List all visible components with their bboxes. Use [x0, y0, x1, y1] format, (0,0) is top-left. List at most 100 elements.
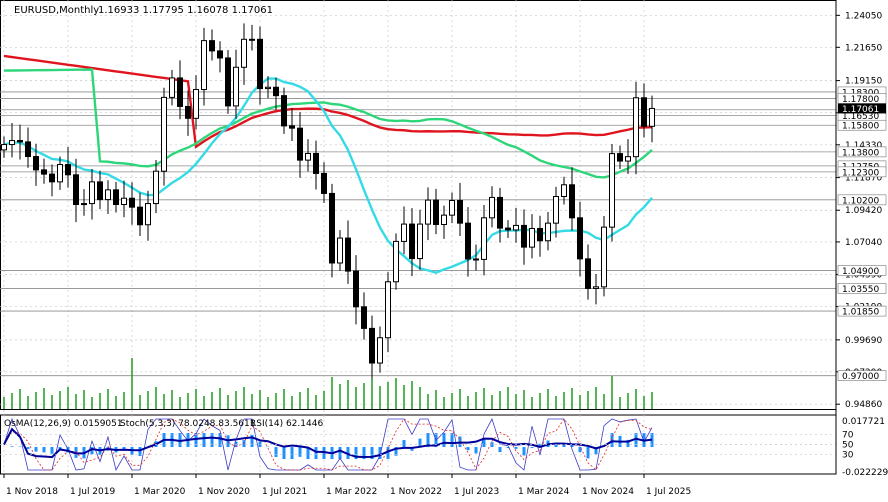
- candle-bear: [257, 38, 263, 90]
- time-axis-label: 1 Nov 2020: [198, 487, 250, 497]
- candle-bull: [121, 197, 127, 205]
- level-price-box: [837, 119, 887, 131]
- candle-bull: [1, 144, 7, 151]
- level-price-label: 1.15800: [842, 122, 879, 132]
- candle-bear: [25, 141, 31, 158]
- candle-bear: [225, 57, 231, 107]
- candle-bear: [113, 189, 119, 205]
- level-price-box: [837, 370, 887, 381]
- ma-cyan-line: [3, 77, 653, 274]
- price-axis-label: 0.99690: [845, 336, 882, 346]
- candle-bear: [353, 270, 359, 308]
- level-price-label: 1.04900: [842, 267, 879, 277]
- ohlc-label: 1.16933 1.17795 1.16078 1.17061: [98, 5, 273, 16]
- price-axis-label: 1.14330: [845, 141, 882, 151]
- candle-bear: [281, 95, 287, 127]
- level-price-box: [837, 166, 887, 178]
- candle-bull: [305, 152, 311, 161]
- candle-bear: [617, 153, 623, 162]
- candle-bull: [609, 153, 615, 228]
- candle-bear: [321, 172, 327, 194]
- candle-bear: [41, 169, 47, 175]
- level-price-box: [837, 265, 887, 276]
- candle-bull: [169, 77, 175, 98]
- ma-red-line: [3, 54, 653, 149]
- candle-bull: [105, 189, 111, 201]
- time-axis-label: 1 Jul 2021: [262, 487, 307, 497]
- current-price-box: [838, 103, 886, 114]
- candle-bull: [529, 227, 535, 248]
- candle-bear: [537, 227, 543, 242]
- candle-bear: [73, 174, 79, 205]
- candle-bear: [313, 152, 319, 174]
- candle-bull: [449, 200, 455, 216]
- current-price-label: 1.17061: [842, 105, 879, 115]
- time-axis-label: 1 Nov 2024: [582, 487, 634, 497]
- price-axis-label: 1.07040: [845, 238, 882, 248]
- time-axis-label: 1 Jul 2019: [70, 487, 115, 497]
- candle-bear: [345, 237, 351, 272]
- time-axis-label: 1 Mar 2024: [518, 487, 570, 497]
- level-price-box: [837, 194, 887, 206]
- level-price-label: 1.16530: [842, 112, 879, 122]
- candle-bear: [497, 196, 503, 229]
- candle-bear: [33, 156, 39, 171]
- candle-bear: [185, 105, 191, 119]
- candle-bull: [249, 38, 255, 41]
- candle-bull: [161, 96, 167, 172]
- sub-axis-label: -0.022229: [842, 468, 888, 478]
- level-price-box: [837, 283, 887, 294]
- candle-bear: [409, 223, 415, 260]
- candle-bear: [137, 206, 143, 226]
- candle-bear: [641, 97, 647, 127]
- candle-bear: [273, 86, 279, 97]
- sub-axis-label: 50: [842, 441, 854, 451]
- level-price-label: 0.97000: [842, 372, 879, 382]
- rsi-line: [3, 427, 653, 459]
- candle-bear: [49, 173, 55, 183]
- candle-bear: [473, 258, 479, 261]
- level-price-label: 1.10200: [842, 196, 879, 206]
- candle-bull: [633, 97, 639, 158]
- time-axis-label: 1 Nov 2018: [6, 487, 58, 497]
- candle-bear: [329, 192, 335, 264]
- candle-bull: [153, 170, 159, 205]
- candle-bull: [625, 156, 631, 162]
- candle-bull: [425, 199, 431, 225]
- candle-bear: [585, 258, 591, 289]
- candle-bull: [513, 224, 519, 231]
- price-axis-label: 1.24050: [845, 11, 882, 21]
- time-axis-label: 1 Mar 2020: [134, 487, 186, 497]
- candle-bear: [433, 199, 439, 225]
- stoch-signal-line: [3, 418, 653, 471]
- price-axis-label: 1.21650: [845, 43, 882, 53]
- candle-bull: [385, 281, 391, 339]
- candle-bull: [481, 217, 487, 260]
- price-axis-label: 1.19150: [845, 77, 882, 87]
- candle-bull: [241, 38, 247, 68]
- level-price-label: 1.01850: [842, 308, 879, 318]
- time-axis-label: 1 Mar 2022: [326, 487, 377, 497]
- osma-label: OsMA(12,26,9) 0.0159051: [4, 419, 123, 429]
- candle-bull: [89, 181, 95, 205]
- rsi-label: RSI(14) 62.1446: [250, 419, 323, 429]
- level-price-label: 1.03550: [842, 285, 879, 295]
- candle-bull: [145, 203, 151, 226]
- candle-bear: [577, 217, 583, 260]
- candle-bull: [441, 214, 447, 225]
- ma-green-line: [3, 68, 653, 179]
- candle-bear: [129, 197, 135, 208]
- candle-bull: [9, 140, 15, 146]
- candle-bear: [465, 222, 471, 260]
- candle-bull: [193, 89, 199, 119]
- candle-bull: [233, 66, 239, 107]
- candle-bear: [97, 181, 103, 201]
- candle-bull: [545, 222, 551, 242]
- candle-bear: [297, 127, 303, 161]
- candle-bull: [393, 240, 399, 283]
- candle-bear: [65, 164, 71, 176]
- level-price-label: 1.13800: [842, 148, 879, 158]
- price-axis-label: 0.94860: [845, 400, 882, 410]
